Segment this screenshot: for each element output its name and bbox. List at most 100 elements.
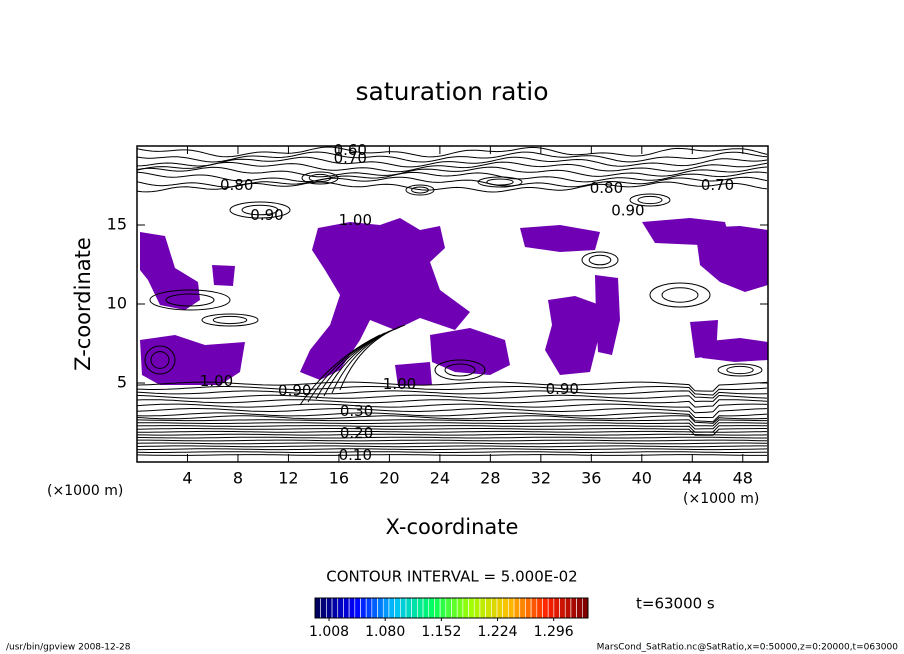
colorbar-stripe (348, 597, 356, 619)
contour-line (136, 408, 768, 418)
contour-line (136, 381, 768, 392)
region (700, 338, 768, 362)
colorbar-stripe (485, 597, 492, 619)
contour-line (137, 422, 768, 430)
colorbar-stripe (439, 597, 447, 619)
contour-line (136, 171, 768, 183)
contour-line (629, 193, 671, 207)
contour-label: 0.90 (546, 380, 579, 398)
colorbar-stripe (405, 597, 412, 619)
region (395, 362, 432, 386)
colorbar-stripe (451, 597, 458, 619)
region (212, 265, 235, 286)
colorbar-stripe (417, 597, 424, 619)
colorbar-stripe (519, 597, 526, 619)
contour-label: 0.20 (340, 424, 373, 442)
x-tick-label: 4 (182, 469, 192, 488)
x-tick-label: 28 (480, 469, 500, 488)
colorbar-stripe (400, 597, 407, 619)
contour-line (136, 151, 768, 163)
contour-line (308, 173, 332, 183)
colorbar-stripe (326, 597, 333, 619)
colorbar-stripe (343, 597, 350, 619)
colorbar-tick-label: 1.224 (477, 624, 517, 640)
contour-line (229, 201, 291, 219)
contour-line (137, 448, 768, 451)
contour-line (136, 399, 768, 408)
contour-line (165, 293, 215, 307)
time-label: t=63000 s (636, 595, 715, 613)
contour-line (136, 436, 767, 439)
contour-line (137, 430, 768, 433)
contour-line (136, 403, 768, 414)
contour-label: 0.90 (250, 206, 283, 224)
colorbar-stripe (576, 597, 583, 619)
y-tick-label: 15 (107, 215, 127, 234)
contour-line (717, 363, 763, 377)
contour-label: 0.70 (701, 176, 734, 194)
colorbar-stripe (354, 597, 361, 619)
colorbar-stripe (388, 597, 395, 619)
region (695, 226, 768, 292)
contour-label: 0.30 (340, 402, 373, 420)
contour-label: 1.00 (383, 375, 416, 393)
colorbar-stripe (365, 597, 373, 619)
chart-title: saturation ratio (355, 77, 548, 106)
contour-label: 1.00 (200, 372, 233, 390)
contour-line (136, 146, 768, 158)
contour-line (136, 451, 768, 453)
y-tick-label: 10 (107, 294, 127, 313)
colorbar-stripe (508, 597, 515, 619)
x-tick-label: 48 (733, 469, 753, 488)
contour-line (136, 390, 768, 399)
colorbar-stripe (496, 597, 503, 619)
contour-line (201, 313, 259, 327)
contour-line (486, 178, 514, 186)
contour-label: 0.10 (339, 446, 372, 464)
colorbar-stripe (553, 597, 560, 619)
colorbar-stripe (525, 597, 532, 619)
contour-line (726, 365, 754, 375)
y-tick-label: 5 (117, 373, 127, 392)
x-tick-label: 32 (531, 469, 551, 488)
colorbar-tick-label: 1.296 (534, 624, 574, 640)
colorbar-stripe (468, 597, 475, 619)
contour-line (411, 186, 429, 194)
region (430, 328, 510, 375)
contour-line (212, 315, 248, 325)
contour-line (444, 363, 476, 377)
contour-line (136, 166, 768, 178)
y-axis-unit: (×1000 m) (47, 483, 123, 499)
contour-line (136, 156, 768, 168)
contour-line (434, 359, 486, 381)
colorbar-tick-label: 1.080 (365, 624, 405, 640)
region (300, 218, 470, 380)
contour-label: 0.90 (611, 201, 644, 219)
colorbar-stripe (491, 597, 498, 619)
colorbar-stripe (542, 597, 549, 619)
region (595, 275, 620, 355)
contour-label: 0.70 (334, 149, 367, 167)
colorbar-stripe (382, 597, 390, 619)
contour-line (477, 176, 523, 188)
colorbar-stripe (502, 597, 509, 619)
colorbar-tick-label: 1.152 (421, 624, 461, 640)
colorbar-stripe (582, 597, 589, 619)
x-tick-label: 24 (430, 469, 450, 488)
contour-line (150, 351, 170, 369)
region (140, 232, 200, 310)
contour-line (405, 184, 435, 196)
footer-left: /usr/bin/gpview 2008-12-28 (6, 643, 131, 653)
contour-line (136, 394, 768, 403)
x-tick-label: 44 (682, 469, 702, 488)
colorbar-stripe (411, 597, 418, 619)
contour-line (588, 254, 612, 266)
x-tick-label: 12 (278, 469, 298, 488)
contour-line (136, 445, 767, 448)
contour-line (136, 419, 767, 427)
contour-label: 0.90 (278, 381, 311, 399)
x-tick-label: 20 (379, 469, 399, 488)
x-tick-label: 8 (233, 469, 243, 488)
x-axis-label: X-coordinate (386, 515, 519, 539)
